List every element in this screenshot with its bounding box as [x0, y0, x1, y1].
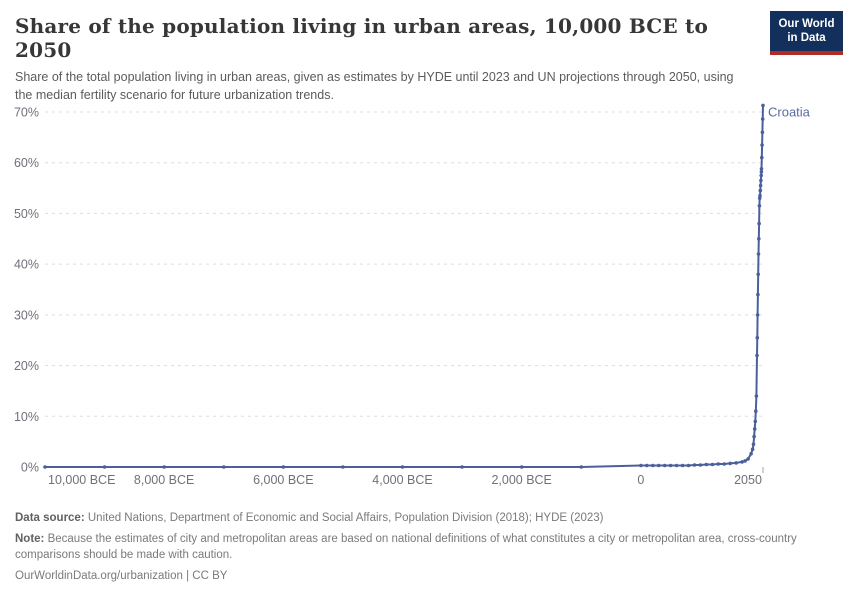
y-tick-label: 70%: [14, 106, 39, 120]
series-marker: [692, 463, 697, 467]
series-marker: [743, 459, 747, 463]
y-tick-label: 0%: [21, 461, 39, 475]
series-marker: [460, 465, 464, 469]
chart-header: Share of the population living in urban …: [0, 0, 850, 105]
series-marker: [662, 463, 667, 468]
owid-logo[interactable]: Our World in Data: [770, 11, 843, 55]
series-marker: [751, 442, 756, 447]
series-marker: [749, 452, 753, 456]
series-marker: [686, 463, 691, 468]
series-marker: [760, 130, 765, 135]
series-marker: [704, 462, 709, 467]
chart-title: Share of the population living in urban …: [15, 14, 709, 62]
series-marker: [722, 462, 727, 466]
x-tick-label: 6,000 BCE: [253, 473, 313, 487]
chart-subtitle: Share of the total population living in …: [15, 70, 734, 102]
series-marker: [710, 462, 715, 467]
series-marker: [752, 434, 756, 439]
data-source-row: Data source: United Nations, Department …: [15, 510, 836, 526]
series-marker: [760, 155, 764, 160]
y-tick-label: 50%: [14, 207, 39, 221]
series-marker: [761, 103, 765, 108]
series-marker: [756, 292, 760, 297]
series-marker: [656, 463, 661, 468]
series-marker: [281, 465, 286, 469]
series-marker: [760, 117, 765, 121]
series-marker: [758, 183, 763, 188]
x-tick-label: 2050: [734, 473, 762, 487]
data-source-label: Data source:: [15, 512, 85, 524]
citation-link[interactable]: OurWorldinData.org/urbanization | CC BY: [15, 570, 228, 583]
series-marker: [759, 173, 763, 178]
series-marker: [162, 465, 166, 469]
series-marker: [757, 204, 762, 208]
series-marker: [639, 463, 643, 468]
series-marker: [740, 460, 744, 464]
series-marker: [758, 188, 763, 193]
series-marker: [645, 463, 649, 468]
series-marker: [222, 465, 226, 469]
note-label: Note:: [15, 533, 45, 546]
series-marker: [755, 353, 759, 358]
series-marker: [734, 461, 738, 465]
series-marker: [698, 463, 703, 467]
series-marker: [728, 461, 732, 466]
series-marker: [756, 252, 761, 256]
series-marker: [752, 427, 757, 431]
note-row: Note: Because the estimates of city and …: [15, 531, 836, 563]
y-tick-label: 30%: [14, 308, 39, 322]
series-marker: [757, 221, 761, 226]
series-marker: [750, 447, 755, 452]
series-marker: [102, 465, 107, 469]
y-tick-label: 20%: [14, 359, 39, 373]
series-marker: [341, 465, 345, 469]
note-text: Because the estimates of city and metrop…: [15, 533, 797, 562]
series-marker: [758, 193, 762, 198]
series-marker: [519, 465, 524, 469]
y-tick-label: 10%: [14, 410, 39, 424]
series-marker: [753, 419, 758, 424]
y-tick-label: 40%: [14, 258, 39, 272]
series-marker: [674, 463, 679, 468]
chart-canvas[interactable]: 0% 10% 20% 30% 40% 50% 60% 70% 10,000 BCE 8,000 B…: [0, 95, 850, 500]
y-tick-label: 60%: [14, 156, 39, 170]
x-tick-label: 10,000 BCE: [48, 473, 115, 487]
series-marker: [754, 409, 758, 414]
chart-footer: Data source: United Nations, Department …: [15, 510, 836, 589]
series-marker: [43, 465, 47, 469]
series-marker: [716, 462, 721, 466]
series-marker: [651, 463, 655, 468]
series-marker: [755, 335, 760, 340]
series-marker: [400, 465, 405, 469]
series-marker: [579, 465, 584, 469]
series-marker: [757, 237, 761, 241]
owid-logo-line2: in Data: [787, 32, 826, 45]
x-tick-label: 4,000 BCE: [372, 473, 432, 487]
series-marker: [755, 313, 760, 317]
x-tick-label: 8,000 BCE: [134, 473, 194, 487]
x-tick-label: 2,000 BCE: [491, 473, 551, 487]
series-marker: [756, 272, 760, 277]
series-marker: [754, 394, 759, 398]
data-source-text: United Nations, Department of Economic a…: [87, 512, 604, 524]
series-marker: [759, 167, 764, 171]
series-marker: [759, 170, 764, 174]
series-line-croatia: [44, 104, 764, 468]
x-tick-label: 0: [637, 473, 644, 487]
series-label: Croatia: [768, 104, 811, 119]
series-marker: [680, 463, 685, 468]
series-marker: [760, 143, 764, 147]
series-marker: [759, 178, 763, 183]
owid-logo-line1: Our World: [778, 18, 835, 30]
series-marker: [746, 457, 750, 461]
series-marker: [668, 463, 673, 468]
